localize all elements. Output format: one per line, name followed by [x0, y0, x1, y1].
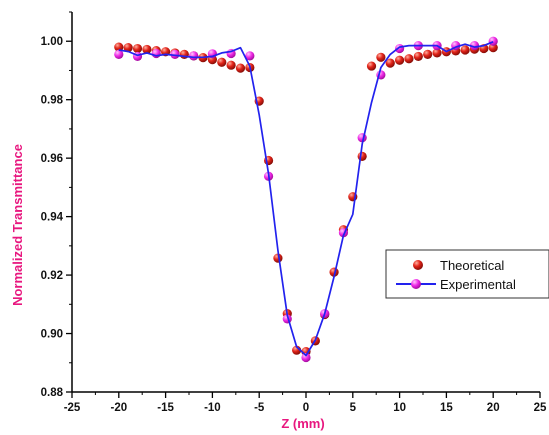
theoretical-point — [226, 60, 236, 70]
theoretical-point — [404, 54, 414, 64]
x-tick-label: -15 — [157, 402, 174, 414]
x-tick-label: 10 — [393, 402, 406, 414]
theoretical-point — [357, 151, 367, 161]
legend-experimental-marker — [411, 279, 421, 289]
legend-theoretical-label: Theoretical — [440, 258, 504, 273]
x-axis-ticks: -25 -20 -15 -10 -5 0 5 10 15 20 25 — [64, 392, 547, 414]
plot-area — [114, 36, 498, 363]
y-tick-label: 0.90 — [41, 329, 63, 341]
experimental-point — [488, 36, 498, 46]
theoretical-point — [460, 45, 470, 55]
theoretical-point — [376, 52, 386, 62]
theoretical-point — [142, 44, 152, 55]
legend-experimental-label: Experimental — [440, 277, 516, 292]
theoretical-point — [132, 43, 143, 54]
theoretical-point — [385, 58, 395, 68]
theoretical-point — [423, 49, 433, 59]
x-axis-title: Z (mm) — [281, 416, 324, 431]
theoretical-point — [432, 48, 442, 58]
theoretical-point — [413, 51, 423, 62]
y-tick-label: 0.88 — [41, 387, 64, 399]
theoretical-point — [235, 63, 246, 73]
axes: -25 -20 -15 -10 -5 0 5 10 15 20 25 0.88 0.90 0.92 0.9… — [41, 11, 547, 414]
experimental-line — [118, 41, 494, 357]
x-tick-label: -5 — [254, 402, 265, 414]
theoretical-point — [217, 57, 227, 67]
y-tick-label: 1.00 — [41, 36, 63, 48]
x-tick-label: 0 — [303, 402, 309, 414]
experimental-point — [469, 41, 480, 51]
x-tick-label: -20 — [110, 402, 127, 414]
y-axis-title: Normalized Transmittance — [10, 144, 25, 306]
x-tick-label: -25 — [64, 402, 81, 414]
y-tick-label: 0.92 — [41, 270, 63, 282]
x-tick-label: 25 — [534, 402, 547, 414]
x-tick-label: 5 — [350, 402, 357, 414]
y-tick-label: 0.96 — [41, 153, 63, 165]
experimental-point — [301, 352, 311, 363]
experimental-point — [189, 51, 199, 61]
theoretical-point — [123, 43, 133, 53]
legend-box — [385, 249, 549, 299]
legend-theoretical-marker — [413, 260, 423, 270]
experimental-point — [245, 51, 255, 61]
theoretical-point — [114, 42, 124, 52]
theoretical-point — [179, 49, 189, 59]
experimental-point — [114, 49, 124, 59]
theoretical-point — [488, 43, 498, 53]
theoretical-point — [366, 61, 377, 71]
experimental-point — [170, 49, 180, 59]
theoretical-point — [395, 55, 405, 65]
x-tick-label: 15 — [440, 402, 453, 414]
experimental-point — [151, 48, 161, 59]
y-axis-ticks: 0.88 0.90 0.92 0.94 0.96 0.98 1.00 — [41, 11, 72, 399]
y-tick-label: 0.94 — [41, 212, 64, 224]
x-tick-label: 20 — [487, 402, 500, 414]
legend: Theoretical Experimental — [385, 249, 549, 299]
x-tick-label: -10 — [204, 402, 221, 414]
y-tick-label: 0.98 — [41, 95, 64, 107]
